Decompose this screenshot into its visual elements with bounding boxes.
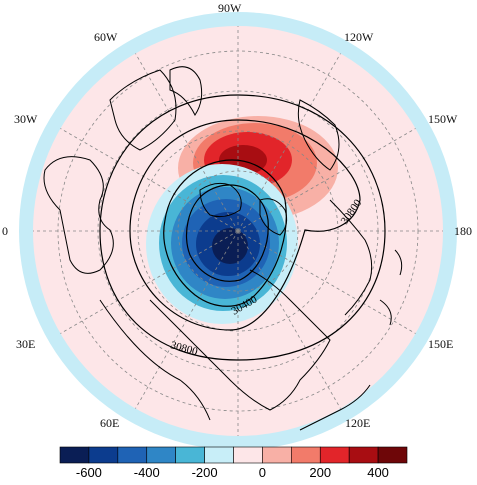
colorbar-tick-label: -200 [191,465,218,480]
colorbar-tick-label: 0 [258,465,267,480]
lon-label-150w: 150W [428,112,458,126]
colorbar-segment [291,446,321,464]
colorbar-segment [204,446,234,464]
meridian-line [237,230,341,409]
colorbar-segment [175,446,205,464]
meridian-line [237,230,416,334]
lon-label-180: 180 [454,224,472,238]
colorbar-tick-label: -400 [133,465,160,480]
lon-label-30e: 30E [16,337,36,351]
colorbar-segment [88,446,119,464]
colorbar-tick-label: -600 [75,465,102,480]
meridian-line [60,230,239,334]
lon-label-0: 0 [2,224,8,238]
height-contours [99,94,386,361]
meridian-line [237,53,341,232]
colorbar-segment [262,446,292,464]
meridian-line [60,128,239,232]
colorbar-segment [146,446,176,464]
colorbar-segment [319,446,350,464]
lon-label-120e: 120E [345,416,371,430]
colorbar-segment [377,446,408,464]
colorbar [59,446,408,464]
colorbar-segment [233,446,263,464]
lon-label-90w: 90W [218,1,242,15]
colorbar-tick-label: 400 [367,465,389,480]
lon-label-30w: 30W [14,112,38,126]
colorbar-tick-label: 200 [309,465,332,480]
meridian-line [135,53,239,232]
graticule [33,26,443,436]
colorbar-segment [348,446,379,464]
colorbar-segment [59,446,90,464]
meridian-line [237,128,416,232]
lon-label-120w: 120W [344,30,374,44]
lon-label-150e: 150E [428,337,454,351]
colorbar-segment [117,446,148,464]
lon-label-60e: 60E [100,416,120,430]
lon-label-60w: 60W [94,30,118,44]
negative-anomaly [146,164,298,324]
